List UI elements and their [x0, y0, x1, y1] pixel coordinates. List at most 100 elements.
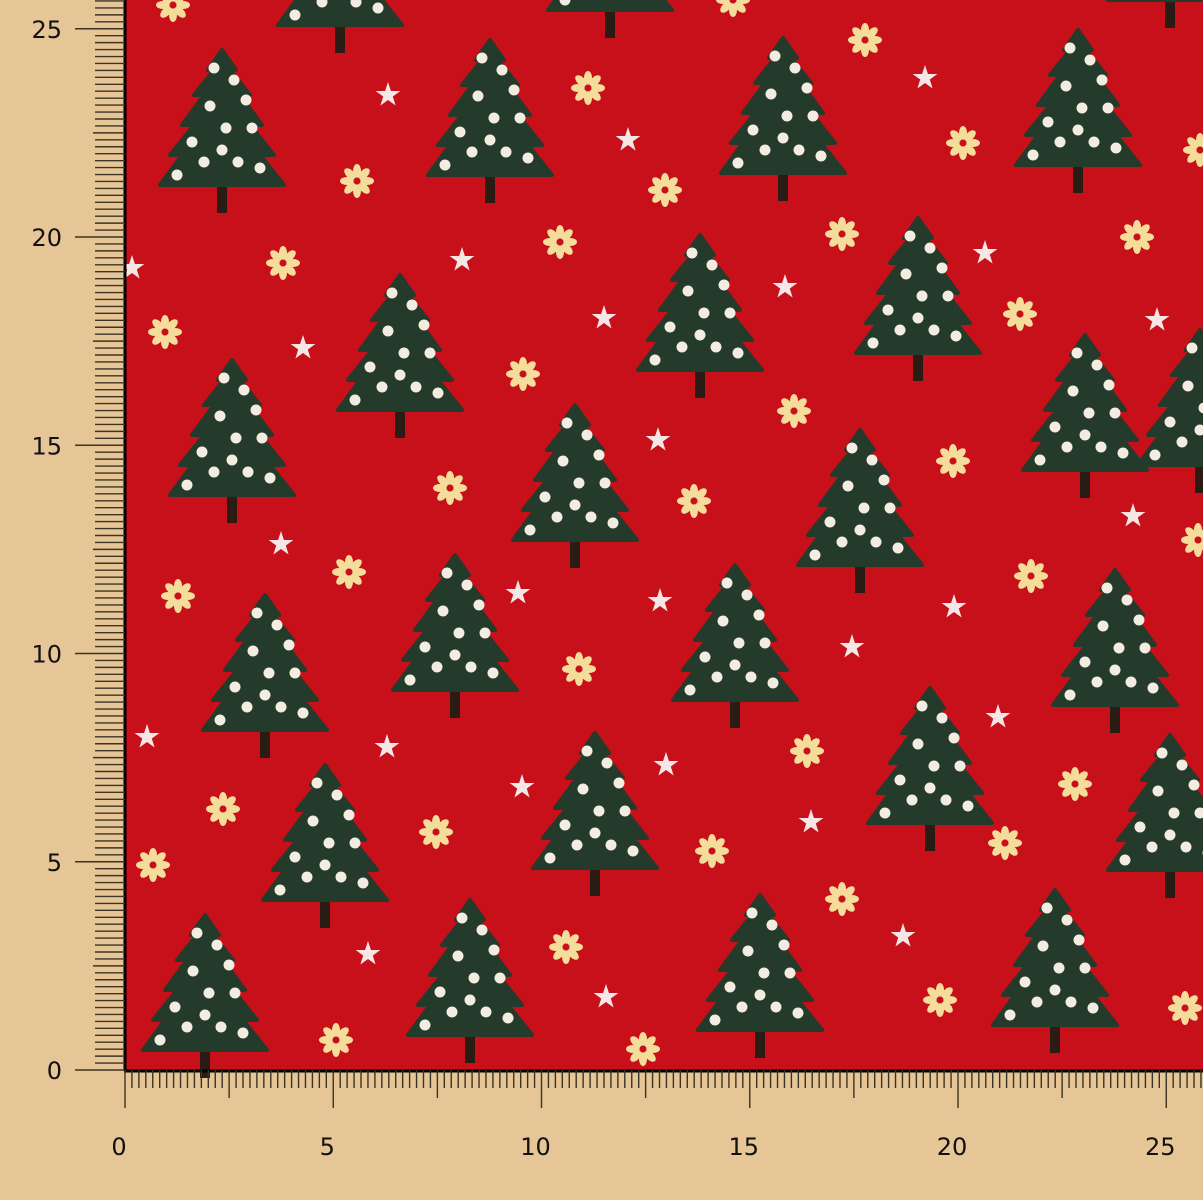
star-icon [591, 305, 617, 329]
vertical-ruler-labels: 0 5 10 15 20 25 [31, 16, 62, 1085]
christmas-tree-icon [1136, 328, 1203, 493]
snowflake-icon [936, 444, 970, 478]
christmas-tree-icon [546, 0, 674, 38]
christmas-tree-icon [336, 273, 464, 438]
y-axis-label: 10 [31, 641, 62, 669]
x-axis-label: 25 [1145, 1133, 1176, 1161]
snowflake-icon [419, 815, 453, 849]
snowflake-icon [626, 1032, 660, 1066]
christmas-tree-icon [1021, 333, 1149, 498]
star-icon [134, 724, 160, 748]
star-icon [645, 427, 671, 451]
star-icon [374, 734, 400, 758]
snowflake-icon [1183, 133, 1203, 167]
star-icon [839, 634, 865, 658]
christmas-tree-icon [511, 403, 639, 568]
star-icon [798, 809, 824, 833]
snowflake-icon [266, 246, 300, 280]
snowflake-icon [988, 826, 1022, 860]
y-axis-label: 0 [47, 1057, 62, 1085]
star-icon [615, 127, 641, 151]
x-axis-label: 10 [520, 1133, 551, 1161]
christmas-tree-icon [426, 38, 554, 203]
christmas-tree-icon [261, 763, 389, 928]
star-icon [119, 255, 145, 279]
christmas-tree-icon [531, 731, 659, 896]
christmas-tree-icon [1014, 28, 1142, 193]
christmas-tree-icon [719, 36, 847, 201]
star-icon [1144, 307, 1170, 331]
snowflake-icon [677, 484, 711, 518]
snowflake-icon [549, 930, 583, 964]
x-axis-label: 15 [728, 1133, 759, 1161]
snowflake-icon [340, 164, 374, 198]
pattern-motifs [119, 0, 1203, 1078]
snowflake-icon [790, 734, 824, 768]
snowflake-icon [319, 1023, 353, 1057]
star-icon [647, 588, 673, 612]
star-icon [505, 580, 531, 604]
snowflake-icon [543, 225, 577, 259]
christmas-tree-icon [1106, 733, 1203, 898]
snowflake-icon [825, 882, 859, 916]
star-icon [1120, 503, 1146, 527]
snowflake-icon [716, 0, 750, 17]
snowflake-icon [506, 357, 540, 391]
y-axis-label: 5 [47, 849, 62, 877]
star-icon [972, 240, 998, 264]
christmas-tree-icon [1051, 568, 1179, 733]
star-icon [653, 752, 679, 776]
star-icon [355, 941, 381, 965]
star-icon [375, 82, 401, 106]
christmas-tree-icon [1106, 0, 1203, 28]
christmas-tree-icon [854, 216, 982, 381]
star-icon [268, 531, 294, 555]
christmas-tree-icon [671, 563, 799, 728]
christmas-tree-icon [636, 233, 764, 398]
x-axis-label: 20 [937, 1133, 968, 1161]
snowflake-icon [695, 834, 729, 868]
snowflake-icon [848, 23, 882, 57]
snowflake-icon [136, 848, 170, 882]
star-icon [593, 984, 619, 1008]
snowflake-icon [156, 0, 190, 22]
star-icon [985, 704, 1011, 728]
y-axis-label: 20 [31, 224, 62, 252]
christmas-tree-icon [276, 0, 404, 53]
snowflake-icon [332, 555, 366, 589]
y-axis-label: 15 [31, 432, 62, 460]
christmas-tree-icon [406, 898, 534, 1063]
christmas-tree-icon [158, 48, 286, 213]
snowflake-icon [1003, 297, 1037, 331]
star-icon [890, 923, 916, 947]
x-axis-label: 0 [111, 1133, 126, 1161]
christmas-tree-icon [866, 686, 994, 851]
snowflake-icon [148, 315, 182, 349]
christmas-tree-icon [796, 428, 924, 593]
snowflake-icon [571, 71, 605, 105]
snowflake-icon [946, 126, 980, 160]
snowflake-icon [1168, 991, 1202, 1025]
snowflake-icon [1014, 559, 1048, 593]
snowflake-icon [1120, 220, 1154, 254]
x-axis-label: 5 [320, 1133, 335, 1161]
vertical-ruler [75, 0, 125, 1071]
christmas-tree-icon [141, 913, 269, 1078]
snowflake-icon [161, 579, 195, 613]
snowflake-icon [777, 394, 811, 428]
star-icon [912, 65, 938, 89]
snowflake-icon [648, 173, 682, 207]
snowflake-icon [1181, 523, 1203, 557]
star-icon [509, 774, 535, 798]
snowflake-icon [1058, 767, 1092, 801]
christmas-tree-icon [201, 593, 329, 758]
star-icon [772, 274, 798, 298]
snowflake-icon [433, 471, 467, 505]
y-axis-label: 25 [31, 16, 62, 44]
snowflake-icon [923, 983, 957, 1017]
star-icon [941, 594, 967, 618]
snowflake-icon [825, 217, 859, 251]
christmas-tree-icon [168, 358, 296, 523]
christmas-tree-icon [391, 553, 519, 718]
